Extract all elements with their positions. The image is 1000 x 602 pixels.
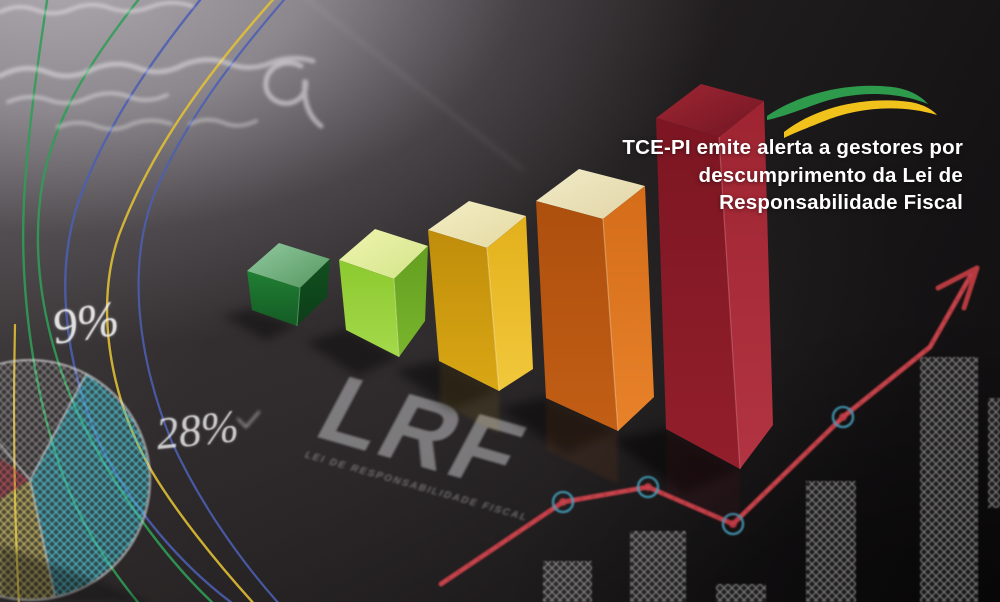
headline-line-1: TCE-PI emite alerta a gestores por bbox=[622, 136, 963, 159]
bar-3d-green bbox=[247, 243, 330, 327]
chalk-bar-chart bbox=[543, 357, 1000, 602]
chalk-scribbles bbox=[0, 0, 324, 429]
corner-shade bbox=[0, 545, 150, 602]
bar-3d-red bbox=[656, 84, 773, 470]
bar-3d-lime bbox=[339, 229, 428, 358]
chalk-bar bbox=[806, 481, 856, 602]
chalk-bar bbox=[920, 357, 978, 602]
bar-3d-orange bbox=[536, 169, 654, 432]
chalk-pie-chart bbox=[0, 358, 152, 602]
headline-line-3: Responsabilidade Fiscal bbox=[719, 191, 963, 214]
chalk-bar bbox=[543, 561, 592, 602]
bar-3d-yellow bbox=[428, 201, 533, 392]
bar-reflections bbox=[440, 362, 740, 534]
board-edge-highlight bbox=[305, 0, 524, 172]
swoosh-yellow bbox=[784, 100, 937, 138]
chalk-bar bbox=[630, 531, 686, 602]
chalk-bar bbox=[716, 584, 766, 602]
headline-line-2: descumprimento da Lei de bbox=[698, 163, 963, 187]
arrow-up-icon bbox=[935, 265, 980, 311]
brand-swoosh-icon bbox=[767, 85, 937, 138]
swoosh-green bbox=[767, 85, 928, 120]
chalk-bar bbox=[988, 398, 1000, 508]
headline: TCE-PI emite alerta a gestores por descu… bbox=[533, 134, 963, 217]
